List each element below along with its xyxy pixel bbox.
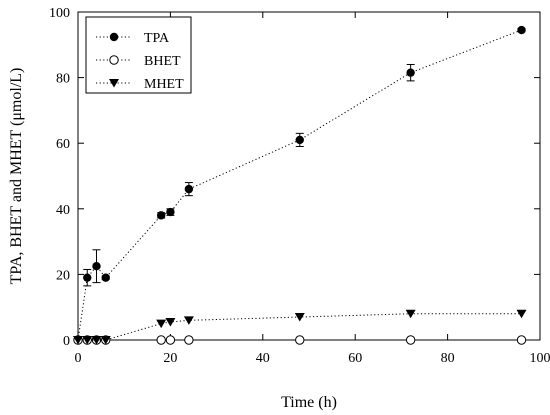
data-point	[295, 135, 304, 145]
x-axis-label: Time (h)	[281, 394, 337, 411]
x-tick-label: 80	[441, 351, 455, 366]
legend: TPA BHET MHET	[85, 16, 192, 94]
y-tick-label: 60	[56, 137, 70, 152]
data-point	[516, 335, 527, 345]
series-line	[78, 313, 522, 341]
y-tick-label: 100	[49, 6, 70, 21]
data-point	[92, 262, 101, 271]
series-layer	[73, 25, 527, 345]
data-point	[156, 335, 166, 345]
y-tick-label: 0	[63, 334, 70, 349]
y-axis-label: TPA, BHET and MHET (μmol/L)	[8, 68, 25, 285]
legend-box	[85, 16, 192, 94]
legend-label: BHET	[144, 54, 181, 69]
legend-marker	[109, 32, 119, 42]
data-point	[156, 211, 166, 220]
data-point	[183, 316, 194, 325]
data-point	[406, 68, 415, 77]
legend-marker	[109, 79, 119, 88]
data-point	[165, 335, 176, 345]
data-point	[166, 207, 175, 217]
data-point	[295, 335, 305, 345]
legend-label: MHET	[144, 77, 184, 92]
data-point	[91, 336, 102, 345]
y-tick-label: 40	[56, 203, 70, 218]
data-point	[100, 336, 111, 345]
data-point	[156, 319, 167, 329]
data-point	[517, 25, 526, 35]
legend-marker	[109, 55, 119, 65]
x-tick-label: 0	[75, 351, 82, 366]
data-point	[101, 273, 110, 282]
series-mhet	[73, 309, 527, 345]
data-point	[165, 317, 176, 327]
series-line	[77, 29, 522, 341]
y-tick-label: 20	[56, 268, 70, 283]
legend-label: TPA	[144, 31, 170, 46]
x-tick-label: 60	[348, 351, 362, 366]
data-point	[184, 335, 194, 345]
y-tick-label: 80	[56, 72, 70, 87]
x-tick-label: 20	[163, 351, 177, 366]
data-point	[82, 336, 93, 345]
x-tick-label: 40	[256, 351, 270, 366]
data-point	[405, 309, 416, 319]
data-point	[73, 336, 83, 345]
x-tick-label: 100	[530, 351, 550, 366]
data-point	[294, 313, 305, 322]
data-point	[516, 309, 527, 319]
data-point	[405, 335, 416, 345]
data-point	[83, 273, 92, 282]
data-point	[184, 184, 194, 194]
